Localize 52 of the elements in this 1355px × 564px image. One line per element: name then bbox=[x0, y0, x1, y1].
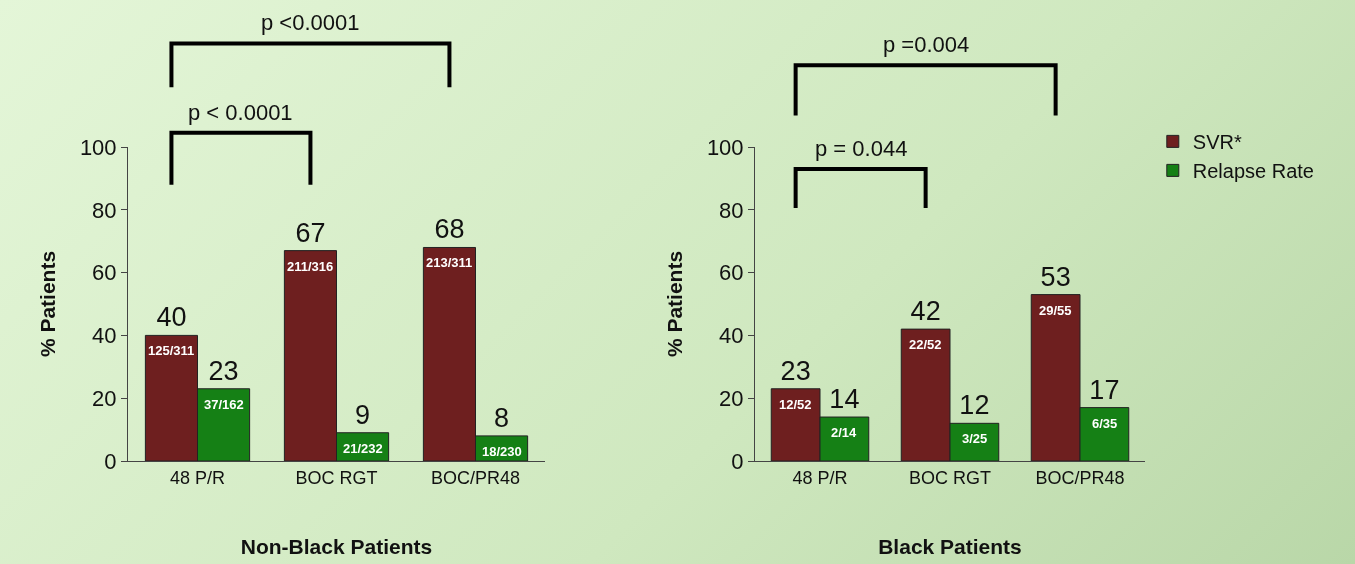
legend-label: SVR* bbox=[1192, 131, 1242, 154]
x-tick-label: BOC RGT bbox=[908, 467, 992, 488]
annotation: 29/55 bbox=[1039, 303, 1072, 318]
data-label: 40 bbox=[156, 302, 187, 333]
data-label: 23 bbox=[208, 355, 239, 386]
text: p =0.004 bbox=[883, 32, 970, 57]
data-label: 23 bbox=[780, 355, 811, 386]
y-tick-label: 40 bbox=[719, 323, 744, 349]
y-tick-label: 80 bbox=[92, 197, 117, 223]
text: p < 0.0001 bbox=[188, 100, 293, 125]
annotation: 18/230 bbox=[482, 444, 522, 459]
x-tick-label: 48 P/R bbox=[792, 467, 848, 488]
annotation: 3/25 bbox=[962, 431, 988, 446]
x-axis-title: Non-Black Patients bbox=[240, 534, 433, 558]
annotation: 21/232 bbox=[343, 441, 383, 456]
y-tick-label: 60 bbox=[92, 260, 117, 286]
annotation: 125/311 bbox=[148, 343, 195, 358]
x-tick-label: 48 P/R bbox=[169, 467, 226, 488]
data-label: 9 bbox=[355, 399, 371, 430]
y-axis-title: % Patients bbox=[663, 250, 687, 358]
x-tick-label: BOC/PR48 bbox=[430, 467, 521, 488]
y-axis-title: % Patients bbox=[36, 250, 60, 358]
y-tick-label: 100 bbox=[706, 134, 744, 160]
data-label: 8 bbox=[494, 402, 510, 433]
data-label: 67 bbox=[295, 217, 326, 248]
y-tick-label: 0 bbox=[104, 448, 117, 474]
annotation: 12/52 bbox=[779, 397, 812, 412]
y-tick-label: 40 bbox=[92, 323, 117, 349]
y-tick-label: 20 bbox=[719, 385, 744, 411]
annotation: 211/316 bbox=[287, 259, 334, 274]
x-tick-label: BOC RGT bbox=[295, 467, 378, 488]
data-label: 17 bbox=[1089, 374, 1120, 405]
data-label: 12 bbox=[959, 390, 990, 421]
y-tick-label: 80 bbox=[719, 197, 744, 223]
annotation: 213/311 bbox=[426, 255, 473, 270]
annotation: 37/162 bbox=[204, 397, 244, 412]
annotation: 22/52 bbox=[909, 337, 942, 352]
data-label: 68 bbox=[434, 214, 465, 245]
annotation: p = 0.044 bbox=[815, 136, 908, 161]
y-tick-label: 20 bbox=[92, 385, 117, 411]
x-tick-label: BOC/PR48 bbox=[1035, 467, 1125, 488]
y-tick-label: 60 bbox=[719, 260, 744, 286]
annotation: 2/14 bbox=[831, 425, 858, 440]
data-label: 53 bbox=[1040, 261, 1071, 292]
data-label: 42 bbox=[910, 296, 941, 327]
y-tick-label: 100 bbox=[79, 134, 117, 160]
data-label: 14 bbox=[829, 384, 860, 415]
legend-label: Relapse Rate bbox=[1192, 160, 1314, 183]
annotation: 6/35 bbox=[1092, 416, 1118, 431]
text: p <0.0001 bbox=[261, 10, 360, 35]
y-tick-label: 0 bbox=[731, 448, 744, 474]
x-axis-title: Black Patients bbox=[878, 534, 1022, 558]
